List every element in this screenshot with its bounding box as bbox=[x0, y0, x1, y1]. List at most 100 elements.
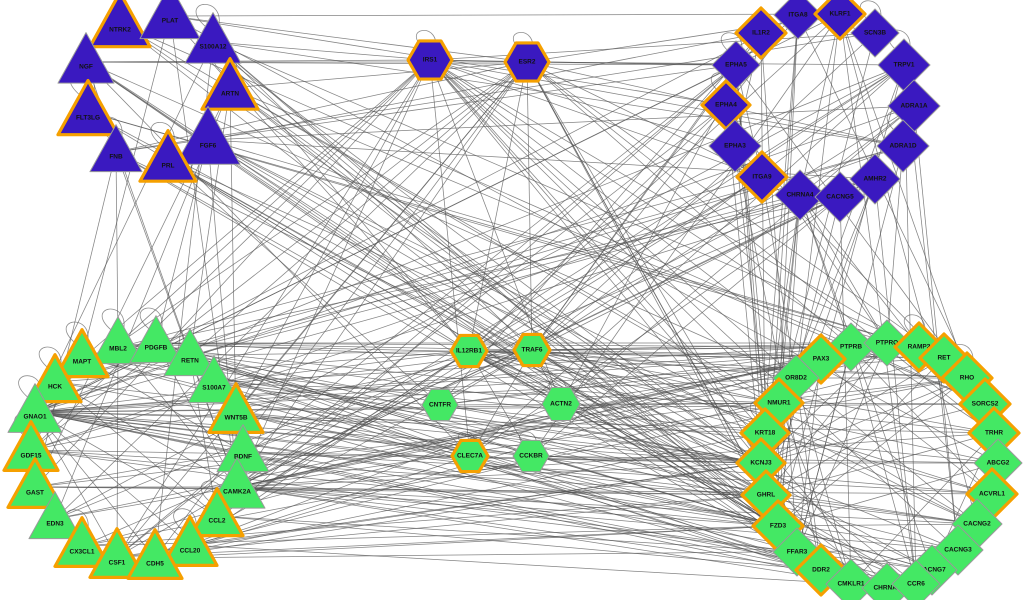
graph-node-esr2[interactable]: ESR2 bbox=[499, 34, 555, 90]
graph-edge bbox=[34, 377, 797, 413]
graph-edge bbox=[874, 178, 917, 585]
graph-edge bbox=[169, 15, 470, 352]
graph-edge bbox=[169, 15, 528, 63]
self-loop-edge bbox=[720, 32, 743, 55]
graph-edge bbox=[30, 449, 762, 464]
graph-edge bbox=[439, 402, 780, 406]
graph-node-cckbr[interactable]: CCKBR bbox=[509, 434, 553, 478]
graph-edge bbox=[189, 178, 876, 357]
graph-edge bbox=[429, 59, 471, 457]
graph-edge bbox=[761, 176, 797, 379]
graph-edge bbox=[760, 14, 799, 464]
graph-edge bbox=[468, 350, 993, 495]
graph-node-actn2[interactable]: ACTN2 bbox=[538, 381, 584, 427]
graph-edge bbox=[765, 494, 978, 525]
graph-edge bbox=[169, 13, 841, 17]
graph-edge bbox=[54, 61, 528, 520]
graph-node-il12rb1[interactable]: IL12RB1 bbox=[445, 327, 493, 375]
graph-edge bbox=[34, 377, 968, 488]
graph-edge bbox=[115, 151, 119, 345]
graph-node-cdh5[interactable]: CDH5 bbox=[122, 525, 188, 591]
graph-edge bbox=[207, 105, 915, 141]
graph-edge bbox=[429, 59, 780, 404]
self-loop-edge bbox=[173, 508, 197, 534]
graph-edge bbox=[189, 544, 852, 585]
graph-edge bbox=[236, 486, 779, 527]
graph-edge bbox=[81, 349, 533, 547]
graph-edge bbox=[34, 411, 917, 585]
graph-edge bbox=[30, 61, 528, 451]
graph-edge bbox=[81, 196, 841, 358]
graph-edge bbox=[778, 402, 852, 585]
graph-node-ccr6[interactable]: CCR6 bbox=[888, 556, 944, 600]
graph-edge bbox=[526, 61, 945, 359]
graph-edge bbox=[216, 515, 798, 553]
self-loop-edge bbox=[65, 321, 89, 346]
graph-edge bbox=[189, 61, 528, 357]
graph-edge bbox=[34, 411, 993, 495]
graph-edge bbox=[429, 59, 959, 551]
graph-edge bbox=[531, 349, 945, 359]
graph-node-cacng5[interactable]: CACNG5 bbox=[811, 168, 869, 226]
graph-edge bbox=[850, 432, 995, 585]
graph-edge bbox=[469, 196, 841, 457]
graph-edge bbox=[34, 41, 214, 413]
graph-edge bbox=[115, 151, 762, 464]
graph-edge bbox=[778, 32, 876, 404]
graph-edge bbox=[216, 176, 763, 517]
graph-edge bbox=[236, 486, 798, 553]
graph-edge bbox=[429, 59, 995, 434]
graph-edge bbox=[189, 357, 945, 546]
graph-edge bbox=[30, 349, 533, 451]
graph-edge bbox=[34, 411, 156, 559]
graph-edge bbox=[189, 87, 231, 357]
graph-edge bbox=[796, 358, 822, 553]
graph-edge bbox=[167, 159, 470, 352]
graph-edge bbox=[155, 342, 852, 348]
graph-edge bbox=[242, 196, 841, 453]
graph-edge bbox=[439, 349, 533, 406]
graph-edge bbox=[429, 59, 968, 379]
graph-edge bbox=[429, 32, 876, 61]
graph-edge bbox=[735, 64, 968, 379]
graph-edge bbox=[236, 346, 852, 488]
graph-node-prl[interactable]: PRL bbox=[134, 126, 202, 194]
graph-edge bbox=[155, 342, 767, 496]
graph-edge bbox=[560, 105, 915, 405]
graph-edge bbox=[213, 342, 888, 384]
self-loop-edge bbox=[38, 346, 62, 371]
graph-edge bbox=[116, 343, 119, 558]
graph-edge bbox=[167, 159, 767, 496]
graph-edge bbox=[778, 402, 986, 405]
graph-edge bbox=[30, 449, 779, 527]
graph-edge bbox=[54, 381, 471, 457]
graph-edge bbox=[54, 381, 238, 488]
graph-edge bbox=[429, 59, 763, 178]
graph-edge bbox=[116, 525, 779, 558]
graph-edge bbox=[34, 411, 888, 589]
graph-edge bbox=[229, 87, 779, 527]
graph-edge bbox=[760, 32, 798, 553]
graph-edge bbox=[799, 194, 933, 571]
graph-edge bbox=[189, 350, 470, 546]
graph-edge bbox=[207, 139, 762, 464]
graph-edge bbox=[526, 61, 533, 351]
graph-node-traf6[interactable]: TRAF6 bbox=[508, 326, 556, 374]
graph-edge bbox=[189, 64, 737, 546]
graph-edge bbox=[189, 355, 471, 457]
graph-node-clec7a[interactable]: CLEC7A bbox=[446, 432, 494, 480]
graph-edge bbox=[207, 139, 978, 525]
graph-edge bbox=[54, 64, 905, 520]
graph-edge bbox=[765, 432, 995, 496]
graph-edge bbox=[439, 358, 822, 406]
graph-edge bbox=[117, 61, 528, 345]
graph-edge bbox=[34, 486, 993, 495]
graph-node-cntfr[interactable]: CNTFR bbox=[418, 383, 462, 427]
graph-node-irs1[interactable]: IRS1 bbox=[402, 32, 458, 88]
graph-edge bbox=[468, 61, 528, 352]
graph-edge bbox=[207, 139, 779, 527]
self-loop-edge bbox=[195, 4, 220, 30]
graph-edge bbox=[207, 139, 766, 434]
graph-edge bbox=[34, 411, 762, 464]
